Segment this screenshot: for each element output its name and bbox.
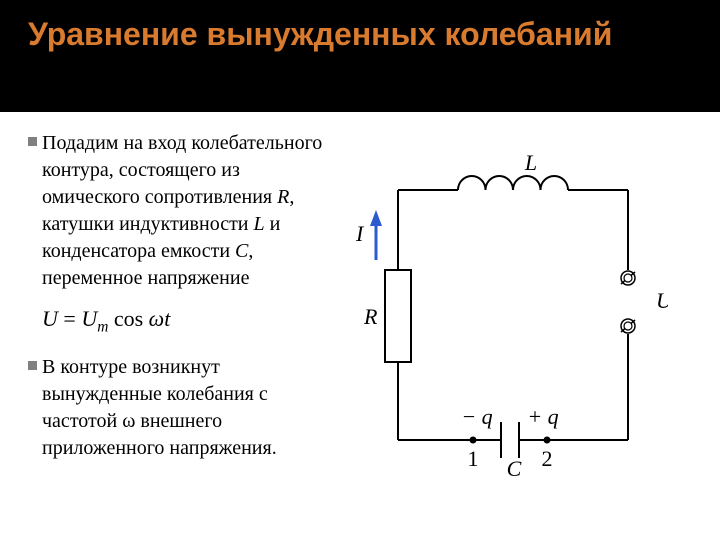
circuit-diagram: L U R I 1 2 − q + q C xyxy=(328,140,668,500)
slide-title: Уравнение вынужденных колебаний xyxy=(28,14,692,54)
bullet-marker-icon xyxy=(28,354,42,462)
paragraph-2: В контуре возникнут вынужденные колебани… xyxy=(42,354,328,462)
svg-text:R: R xyxy=(363,304,378,329)
paragraph-1: Подадим на вход колебательного контура, … xyxy=(42,130,328,292)
formula-rhs-sub: m xyxy=(97,318,108,335)
bullet-2: В контуре возникнут вынужденные колебани… xyxy=(28,354,328,462)
svg-text:1: 1 xyxy=(468,446,479,471)
formula-rhs-base: U xyxy=(81,306,97,331)
formula-lhs: U xyxy=(42,306,58,331)
text-column: Подадим на вход колебательного контура, … xyxy=(8,130,328,476)
content-area: Подадим на вход колебательного контура, … xyxy=(0,112,720,476)
bullet-1: Подадим на вход колебательного контура, … xyxy=(28,130,328,292)
svg-text:+ q: + q xyxy=(527,404,558,429)
formula-func: cos xyxy=(114,306,143,331)
svg-text:U: U xyxy=(656,288,668,313)
svg-text:L: L xyxy=(524,150,537,175)
svg-text:I: I xyxy=(355,221,365,246)
svg-text:2: 2 xyxy=(542,446,553,471)
bullet-marker-icon xyxy=(28,130,42,292)
formula: U = Um cos ωt xyxy=(42,306,328,336)
formula-arg: ωt xyxy=(149,306,171,331)
svg-text:− q: − q xyxy=(461,404,492,429)
title-bar: Уравнение вынужденных колебаний xyxy=(0,0,720,112)
diagram-column: LURI12− q+ qC xyxy=(328,130,712,476)
svg-text:C: C xyxy=(507,456,522,481)
